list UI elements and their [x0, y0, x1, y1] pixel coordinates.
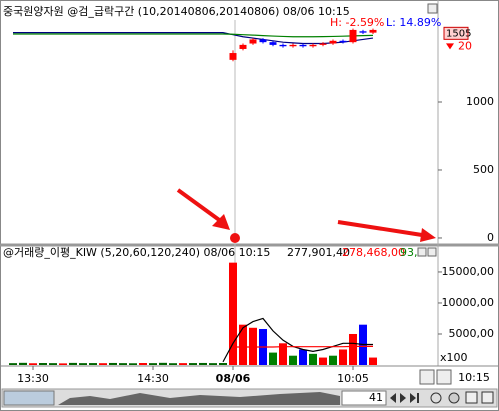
volume-bar [49, 363, 57, 365]
nav-buttons[interactable] [390, 393, 419, 403]
volume-bar [169, 363, 177, 365]
volume-bar [179, 363, 187, 365]
arrow [337, 220, 423, 237]
volume-bar [339, 349, 347, 365]
candle-body [239, 44, 247, 49]
volume-bar [319, 357, 327, 365]
grid-button[interactable] [465, 391, 478, 404]
candle-body [279, 44, 287, 47]
ma-line [222, 317, 373, 363]
current-price-box [443, 26, 469, 40]
volume-bar [299, 349, 307, 365]
volume-bar [269, 352, 277, 365]
y-tick-label: 10000,00 [442, 296, 495, 309]
candle-body [329, 40, 337, 44]
arrow-head [420, 228, 436, 242]
volume-value: 278,468,00 [342, 246, 405, 259]
volume-bar [239, 324, 247, 365]
close-button[interactable] [481, 391, 494, 404]
volume-bar [189, 363, 197, 365]
x-tick-label: 08/06 [216, 372, 251, 385]
y-tick-label: 5000,00 [449, 327, 495, 340]
tool-button[interactable] [419, 369, 435, 385]
change: 20 [458, 39, 472, 52]
candle-body [249, 39, 257, 44]
candle-body [369, 29, 377, 33]
marker-dot [230, 233, 240, 243]
high-label: H: -2.59% [330, 16, 384, 29]
candle-body [259, 39, 267, 43]
volume-bar [129, 363, 137, 365]
volume-bar [369, 357, 377, 365]
volume-bar [89, 363, 97, 365]
current-price: 1505 [446, 28, 471, 39]
volume-bar [39, 363, 47, 365]
volume-bar [219, 363, 227, 365]
volume-bar [199, 362, 207, 365]
panel-button[interactable] [427, 247, 437, 257]
volume-bar [159, 362, 167, 365]
x-tick-label: 13:30 [17, 372, 49, 385]
x-tick-label: 14:30 [137, 372, 169, 385]
volume-bar [29, 363, 37, 365]
ma-line [13, 33, 374, 38]
volume-bar [309, 353, 317, 365]
x-tick-label: 10:05 [337, 372, 369, 385]
candle-body [289, 44, 297, 47]
volume-bar [79, 363, 87, 365]
volume-bar [289, 355, 297, 365]
panel-button[interactable] [417, 247, 427, 257]
unit-label: x100 [440, 351, 468, 364]
y-tick-label: 1000 [466, 95, 494, 108]
candle-body [229, 53, 237, 60]
volume-bar [69, 362, 77, 365]
volume-bar [99, 363, 107, 365]
page-size-input[interactable] [341, 390, 387, 406]
overview [58, 392, 340, 405]
candle-body [309, 44, 317, 47]
arrow [176, 188, 224, 224]
volume-bar [59, 363, 67, 365]
volume-bar [139, 363, 147, 365]
volume-bar [109, 362, 117, 365]
price-title: 중국원양자원 @검_급락구간 (10,20140806,20140806) 08… [3, 5, 350, 18]
volume-value: 93, [400, 246, 418, 259]
scroll-thumb[interactable] [3, 390, 55, 406]
low-label: L: 14.89% [386, 16, 441, 29]
zoom-button[interactable] [430, 392, 442, 404]
change-arrow [446, 43, 454, 50]
volume-bar [119, 363, 127, 365]
volume-bar [19, 362, 27, 365]
arrow-head [212, 214, 230, 230]
candle-body [319, 43, 327, 45]
volume-title: @거래량_이평_KIW (5,20,60,120,240) 08/06 10:1… [3, 246, 270, 259]
current-time: 10:15 [458, 371, 490, 384]
volume-bar [9, 363, 17, 365]
candle-body [359, 31, 367, 33]
volume-bar [209, 363, 217, 365]
volume-bar [279, 343, 287, 365]
y-tick-label: 15000,00 [442, 265, 495, 278]
volume-bar [249, 327, 257, 365]
ma-line [233, 345, 373, 348]
volume-bar [149, 363, 157, 365]
candle-body [339, 40, 347, 43]
volume-bar [229, 262, 237, 365]
y-tick-label: 500 [473, 163, 494, 176]
volume-bar [349, 333, 357, 365]
y-tick-label: 0 [487, 231, 494, 244]
zoom-button[interactable] [448, 392, 460, 404]
volume-bar [329, 355, 337, 365]
panel-button[interactable] [427, 3, 438, 14]
candle-body [269, 42, 277, 45]
candle-body [299, 44, 307, 47]
tool-button[interactable] [436, 369, 452, 385]
page-size: 41 [369, 391, 383, 404]
volume-value: 277,901,40 [287, 246, 350, 259]
candle-body [349, 29, 357, 43]
